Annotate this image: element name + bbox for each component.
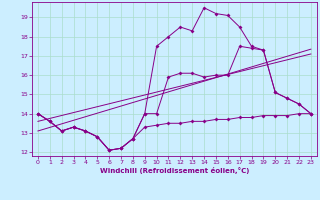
X-axis label: Windchill (Refroidissement éolien,°C): Windchill (Refroidissement éolien,°C) xyxy=(100,167,249,174)
